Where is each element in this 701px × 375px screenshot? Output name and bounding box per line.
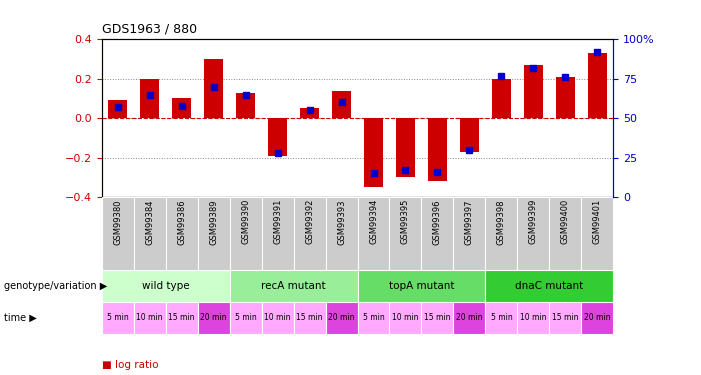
Bar [108,100,128,118]
Text: 20 min: 20 min [328,314,355,322]
Bar [454,197,485,270]
Bar [581,197,613,270]
Bar [588,53,607,118]
Text: 5 min: 5 min [491,314,512,322]
Bar [517,302,550,334]
Bar [134,197,165,270]
Text: GSM99391: GSM99391 [273,199,282,244]
Text: GSM99396: GSM99396 [433,199,442,244]
Text: 15 min: 15 min [168,314,195,322]
Bar [204,59,223,118]
Bar [358,270,485,302]
Bar [261,302,294,334]
Bar [517,197,550,270]
Text: 15 min: 15 min [552,314,578,322]
Text: GSM99393: GSM99393 [337,199,346,244]
Bar [230,302,261,334]
Text: 5 min: 5 min [235,314,257,322]
Text: dnaC mutant: dnaC mutant [515,281,583,291]
Text: GSM99380: GSM99380 [113,199,122,244]
Bar [268,118,287,156]
Text: GSM99384: GSM99384 [145,199,154,244]
Bar [485,197,517,270]
Text: GSM99394: GSM99394 [369,199,378,244]
Bar [294,302,325,334]
Bar [102,270,230,302]
Bar [460,118,479,152]
Text: GSM99389: GSM99389 [209,199,218,244]
Bar [364,118,383,187]
Bar [198,197,230,270]
Text: 20 min: 20 min [200,314,227,322]
Text: 20 min: 20 min [456,314,483,322]
Text: GDS1963 / 880: GDS1963 / 880 [102,22,197,36]
Bar [524,65,543,118]
Text: GSM99390: GSM99390 [241,199,250,244]
Bar [550,197,581,270]
Bar [300,108,319,118]
Text: 15 min: 15 min [297,314,322,322]
Bar [261,197,294,270]
Text: 10 min: 10 min [520,314,547,322]
Text: recA mutant: recA mutant [261,281,326,291]
Bar [134,302,165,334]
Bar [421,197,454,270]
Text: 5 min: 5 min [107,314,128,322]
Text: GSM99386: GSM99386 [177,199,186,245]
Text: GSM99400: GSM99400 [561,199,570,244]
Text: 20 min: 20 min [584,314,611,322]
Bar [550,302,581,334]
Bar [230,197,261,270]
Bar [172,99,191,118]
Text: GSM99395: GSM99395 [401,199,410,244]
Bar [230,270,358,302]
Text: 10 min: 10 min [264,314,291,322]
Text: genotype/variation ▶: genotype/variation ▶ [4,281,107,291]
Bar [325,302,358,334]
Bar [454,302,485,334]
Bar [581,302,613,334]
Bar [332,91,351,118]
Bar [390,197,421,270]
Text: GSM99399: GSM99399 [529,199,538,244]
Bar [165,302,198,334]
Text: wild type: wild type [142,281,189,291]
Bar [396,118,415,177]
Bar [421,302,454,334]
Text: ■ log ratio: ■ log ratio [102,360,158,370]
Text: GSM99401: GSM99401 [593,199,602,244]
Text: GSM99397: GSM99397 [465,199,474,244]
Bar [358,197,390,270]
Text: 10 min: 10 min [137,314,163,322]
Bar [390,302,421,334]
Bar [485,302,517,334]
Bar [485,270,613,302]
Bar [492,79,511,118]
Bar [198,302,230,334]
Bar [556,77,575,118]
Bar [358,302,390,334]
Text: GSM99392: GSM99392 [305,199,314,244]
Text: 15 min: 15 min [424,314,451,322]
Text: 5 min: 5 min [362,314,384,322]
Bar [294,197,325,270]
Bar [236,93,255,118]
Bar [102,302,134,334]
Bar [140,79,159,118]
Text: topA mutant: topA mutant [389,281,454,291]
Bar [428,118,447,181]
Bar [165,197,198,270]
Bar [102,197,134,270]
Text: time ▶: time ▶ [4,313,36,323]
Bar [325,197,358,270]
Text: GSM99398: GSM99398 [497,199,506,244]
Text: 10 min: 10 min [393,314,418,322]
